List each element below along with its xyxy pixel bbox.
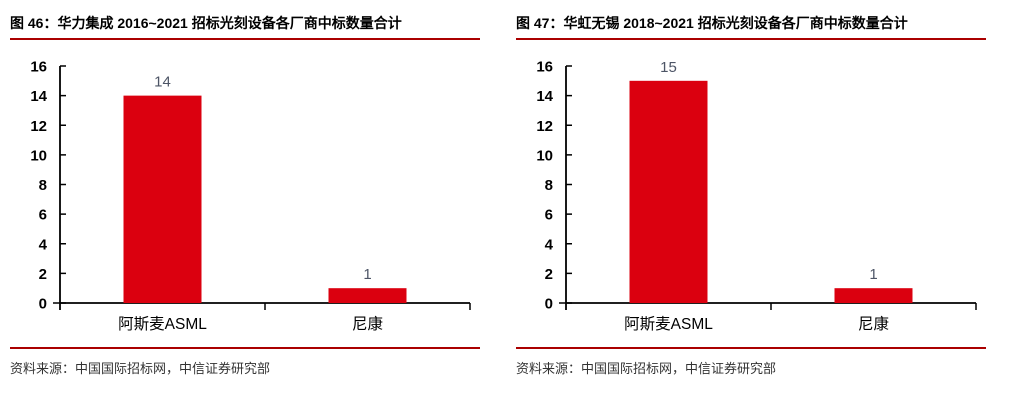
y-tick-label: 4	[545, 236, 554, 253]
y-tick-label: 10	[536, 147, 553, 164]
y-tick-label: 6	[39, 207, 47, 224]
y-tick-label: 16	[30, 59, 47, 76]
figure-panel-46: 图 46：华力集成 2016~2021 招标光刻设备各厂商中标数量合计 0 2 4 6…	[10, 10, 480, 402]
y-tick-label: 14	[536, 88, 553, 105]
y-tick-label: 12	[536, 118, 553, 135]
y-tick-label: 4	[39, 236, 48, 253]
x-category-label: 阿斯麦ASML	[624, 315, 713, 333]
source-note-46: 资料来源：中国国际招标网，中信证券研究部	[10, 347, 480, 377]
bar	[629, 80, 708, 303]
y-tick-label: 0	[39, 296, 47, 313]
x-category-label: 尼康	[858, 315, 889, 333]
bar-value-label: 14	[154, 74, 171, 91]
bar	[328, 288, 407, 303]
x-category-label: 阿斯麦ASML	[118, 315, 207, 333]
y-tick-label: 8	[39, 177, 47, 194]
y-tick-label: 16	[536, 59, 553, 76]
y-tick-label: 14	[30, 88, 47, 105]
figure-panel-47: 图 47：华虹无锡 2018~2021 招标光刻设备各厂商中标数量合计 0 2 4 6…	[516, 10, 986, 402]
y-tick-label: 12	[30, 118, 47, 135]
x-category-label: 尼康	[352, 315, 383, 333]
y-tick-label: 2	[545, 266, 553, 283]
bar-chart-47: 0 2 4 6 8 10 12 14 16 15 阿斯麦ASML 1 尼康	[516, 53, 986, 345]
bar	[123, 95, 202, 303]
y-tick-label: 8	[545, 177, 553, 194]
figure-title-46: 图 46：华力集成 2016~2021 招标光刻设备各厂商中标数量合计	[10, 14, 480, 40]
bar-value-label: 1	[869, 266, 877, 283]
bar-chart-canvas: 0 2 4 6 8 10 12 14 16 14 阿斯麦ASML 1 尼康	[30, 59, 471, 333]
source-note-47: 资料来源：中国国际招标网，中信证券研究部	[516, 347, 986, 377]
bar-chart-46: 0 2 4 6 8 10 12 14 16 14 阿斯麦ASML 1 尼康	[10, 53, 480, 345]
bar-chart-canvas: 0 2 4 6 8 10 12 14 16 15 阿斯麦ASML 1 尼康	[536, 59, 977, 333]
y-tick-label: 2	[39, 266, 47, 283]
figure-title-47: 图 47：华虹无锡 2018~2021 招标光刻设备各厂商中标数量合计	[516, 14, 986, 40]
y-tick-label: 6	[545, 207, 553, 224]
bar	[834, 288, 913, 303]
bar-value-label: 15	[660, 59, 677, 76]
y-tick-label: 0	[545, 296, 553, 313]
bar-value-label: 1	[363, 266, 371, 283]
y-tick-label: 10	[30, 147, 47, 164]
